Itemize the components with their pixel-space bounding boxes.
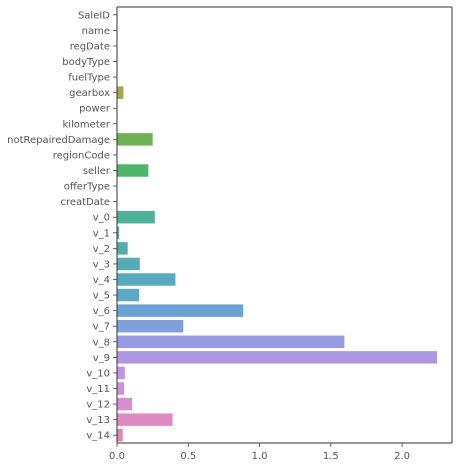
bar-v_9	[117, 351, 438, 364]
y-tick-label-v_1: v_1	[93, 228, 110, 239]
y-tick-label-SaleID: SaleID	[78, 10, 110, 21]
bar-v_3	[117, 257, 140, 271]
bar-gearbox	[117, 86, 124, 99]
y-tick-label-v_12: v_12	[86, 400, 110, 411]
y-tick-label-regDate: regDate	[70, 41, 110, 52]
x-tick-label: 0.5	[180, 451, 196, 462]
bar-v_10	[117, 366, 125, 380]
bar-v_6	[117, 304, 244, 317]
y-tick-label-seller: seller	[83, 166, 111, 177]
y-tick-label-v_2: v_2	[93, 244, 110, 255]
bar-v_4	[117, 273, 176, 286]
y-tick-label-kilometer: kilometer	[62, 119, 110, 130]
bar-v_7	[117, 319, 184, 333]
y-tick-label-offerType: offerType	[64, 182, 110, 193]
y-tick-label-power: power	[79, 104, 111, 115]
x-tick-label: 1.5	[323, 451, 339, 462]
bar-v_0	[117, 210, 155, 224]
bar-v_1	[117, 226, 120, 240]
y-tick-label-v_4: v_4	[93, 275, 110, 286]
y-tick-label-v_6: v_6	[93, 306, 110, 317]
y-tick-label-v_5: v_5	[93, 291, 110, 302]
y-tick-label-v_3: v_3	[93, 259, 110, 270]
x-tick-label: 0.0	[109, 451, 125, 462]
bar-v_2	[117, 242, 128, 255]
x-tick-label: 1.0	[252, 451, 268, 462]
bar-v_13	[117, 413, 173, 426]
x-tick-label: 2.0	[394, 451, 410, 462]
y-tick-label-v_9: v_9	[93, 353, 110, 364]
y-tick-label-v_7: v_7	[93, 322, 110, 333]
y-tick-label-v_8: v_8	[93, 337, 110, 348]
bar-notRepairedDamage	[117, 133, 153, 146]
y-tick-label-regionCode: regionCode	[53, 150, 110, 161]
y-tick-label-v_10: v_10	[86, 368, 110, 379]
bar-v_8	[117, 335, 345, 349]
bar-seller	[117, 164, 149, 177]
y-tick-label-notRepairedDamage: notRepairedDamage	[7, 135, 110, 146]
y-tick-label-v_13: v_13	[86, 415, 110, 426]
y-tick-label-gearbox: gearbox	[69, 88, 110, 99]
bar-v_11	[117, 382, 125, 395]
axes-layer	[113, 6, 453, 447]
y-tick-label-v_14: v_14	[86, 431, 110, 442]
y-tick-label-bodyType: bodyType	[62, 57, 110, 68]
y-tick-labels: SaleID name regDate bodyType fuelType gearbox…	[7, 10, 111, 441]
y-tick-label-v_0: v_0	[93, 213, 110, 224]
bar-v_12	[117, 397, 132, 411]
y-tick-label-name: name	[82, 26, 110, 37]
y-tick-label-fuelType: fuelType	[68, 73, 110, 84]
bars-layer	[117, 86, 438, 442]
bar-v_5	[117, 288, 140, 302]
x-tick-labels: 0.0 0.5 1.0 1.5 2.0	[109, 451, 410, 462]
y-tick-label-creatDate: creatDate	[61, 197, 111, 208]
y-tick-label-v_11: v_11	[86, 384, 110, 395]
bar-v_14	[117, 428, 123, 442]
